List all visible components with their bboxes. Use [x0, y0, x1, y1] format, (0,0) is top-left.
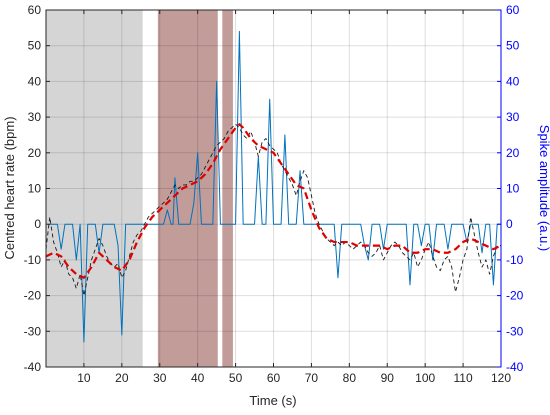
x-tick-label: 50 — [229, 371, 243, 385]
y2-tick-label: 40 — [506, 74, 520, 88]
y-axis-label: Centred heart rate (bpm) — [2, 116, 17, 259]
x-tick-label: 70 — [305, 371, 319, 385]
y2-tick-label: -40 — [506, 360, 524, 374]
shaded-region-2 — [157, 10, 218, 367]
shaded-region-3 — [222, 10, 233, 367]
shaded-region-1 — [46, 10, 143, 367]
x-tick-label: 60 — [267, 371, 281, 385]
y-axis-ticks: -40 -30 -20 -10 0 10 20 30 40 50 60 — [24, 3, 50, 374]
y-tick-label: 30 — [28, 110, 42, 124]
y-tick-label: 50 — [28, 39, 42, 53]
y2-tick-label: -30 — [506, 324, 524, 338]
x-tick-label: 100 — [415, 371, 435, 385]
y2-tick-label: -20 — [506, 289, 524, 303]
y2-tick-label: 50 — [506, 39, 520, 53]
y-tick-label: 60 — [28, 3, 42, 17]
x-tick-label: 10 — [77, 371, 91, 385]
y-tick-label: 0 — [34, 217, 41, 231]
shaded-regions — [46, 10, 233, 367]
x-tick-label: 90 — [381, 371, 395, 385]
y-tick-label: -40 — [24, 360, 42, 374]
y2-tick-label: 10 — [506, 182, 520, 196]
y-tick-label: -20 — [24, 289, 42, 303]
x-tick-label: 30 — [153, 371, 167, 385]
y2-tick-label: 0 — [506, 217, 513, 231]
y-tick-label: 10 — [28, 182, 42, 196]
y-tick-label: 20 — [28, 146, 42, 160]
x-tick-label: 80 — [343, 371, 357, 385]
y2-tick-label: 30 — [506, 110, 520, 124]
spike-amplitude-line — [49, 30, 501, 343]
x-axis-label: Time (s) — [249, 393, 296, 408]
y2-tick-label: -10 — [506, 253, 524, 267]
raw-heart-rate-line — [45, 123, 501, 297]
x-tick-label: 40 — [191, 371, 205, 385]
y2-axis-ticks: -40 -30 -20 -10 0 10 20 30 40 50 60 — [497, 3, 524, 374]
y2-axis-label: Spike amplitude (a.u.) — [537, 125, 550, 251]
y2-tick-label: 60 — [506, 3, 520, 17]
y-tick-label: -30 — [24, 324, 42, 338]
series-group — [45, 30, 502, 343]
x-tick-label: 20 — [115, 371, 129, 385]
x-tick-label: 110 — [454, 371, 473, 385]
y-tick-label: 40 — [28, 74, 42, 88]
y-tick-label: -10 — [24, 253, 42, 267]
smoothed-heart-rate-line — [45, 123, 502, 279]
grid — [46, 10, 501, 367]
x-tick-label: 120 — [491, 371, 511, 385]
y2-tick-label: 20 — [506, 146, 520, 160]
